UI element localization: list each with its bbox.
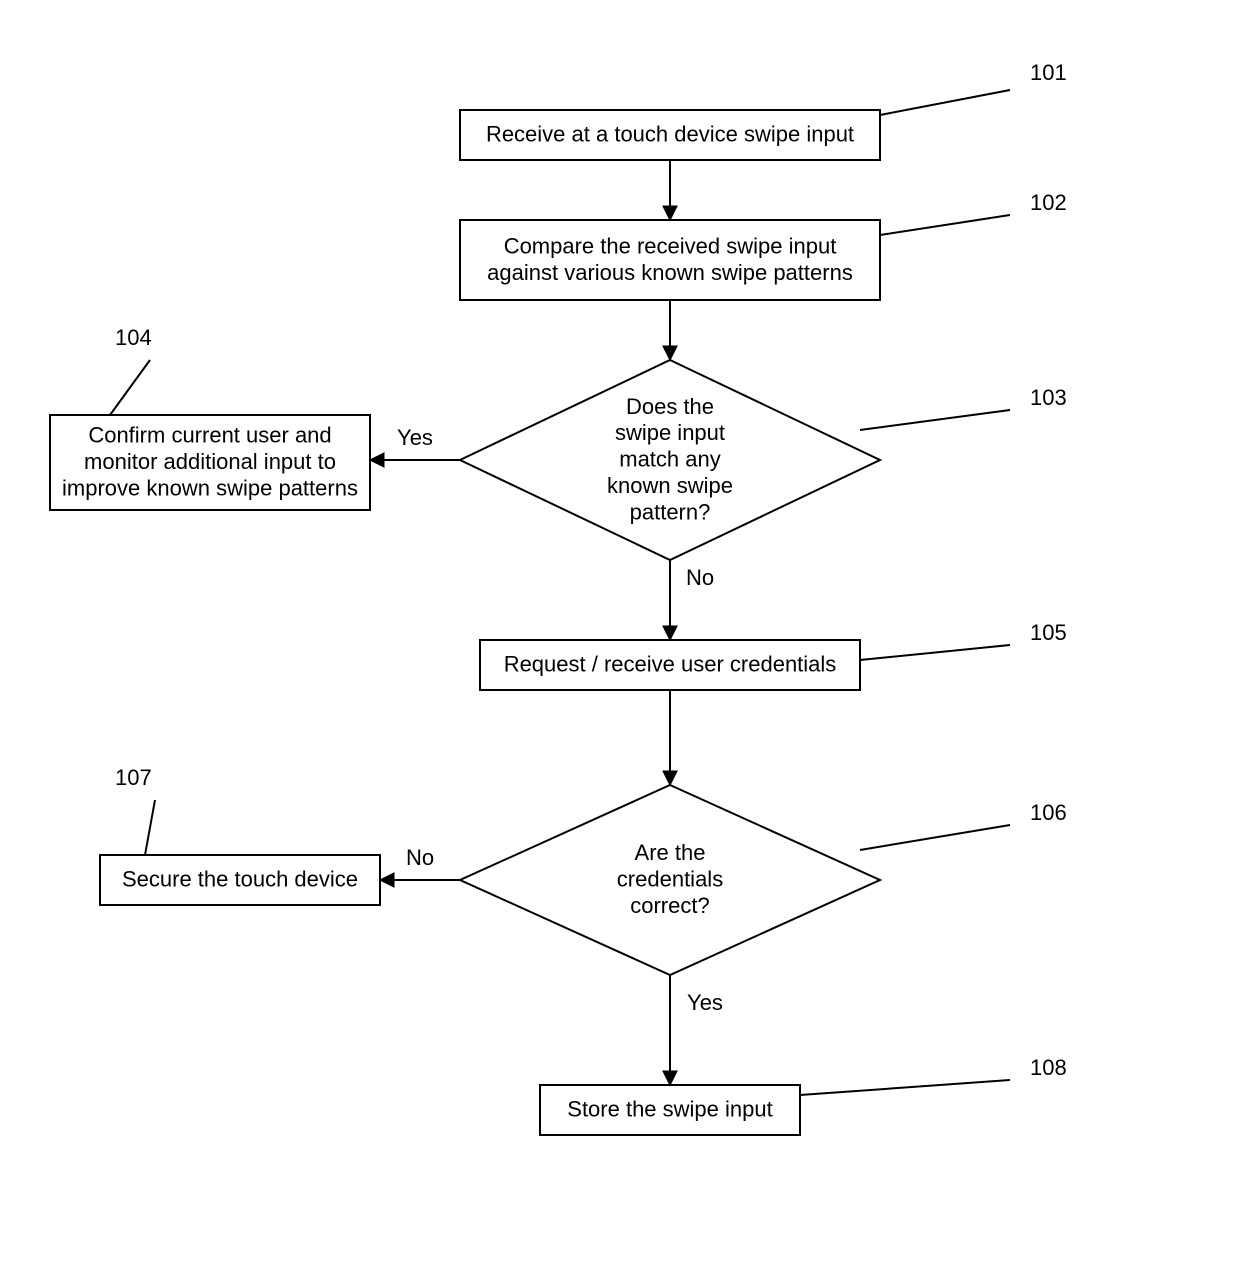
nodes.n101-line-0: Receive at a touch device swipe input <box>486 122 854 147</box>
edge-label-e6: No <box>406 845 434 870</box>
ref-line-r101 <box>880 90 1010 115</box>
ref-line-r103 <box>860 410 1010 430</box>
nodes.n104-line-1: monitor additional input to <box>84 449 336 474</box>
edge-label-e7: Yes <box>687 990 723 1015</box>
ref-line-r105 <box>860 645 1010 660</box>
ref-label-r108: 108 <box>1030 1055 1067 1080</box>
nodes.n106-line-2: correct? <box>630 893 709 918</box>
node-n105: Request / receive user credentials <box>480 640 860 690</box>
node-n102: Compare the received swipe inputagainst … <box>460 220 880 300</box>
nodes.n104-line-0: Confirm current user and <box>88 423 331 448</box>
node-n107: Secure the touch device <box>100 855 380 905</box>
ref-line-r107 <box>145 800 155 855</box>
nodes.n106-line-0: Are the <box>635 840 706 865</box>
nodes.n103-line-0: Does the <box>626 394 714 419</box>
ref-line-r106 <box>860 825 1010 850</box>
edge-label-e4: No <box>686 565 714 590</box>
nodes.n102-line-0: Compare the received swipe input <box>504 233 837 258</box>
ref-line-r104 <box>110 360 150 415</box>
nodes.n103-line-1: swipe input <box>615 420 725 445</box>
node-n101: Receive at a touch device swipe input <box>460 110 880 160</box>
nodes.n108-line-0: Store the swipe input <box>567 1097 772 1122</box>
ref-line-r102 <box>880 215 1010 235</box>
ref-label-r107: 107 <box>115 765 152 790</box>
nodes.n105-line-0: Request / receive user credentials <box>504 652 837 677</box>
nodes.n103-line-3: known swipe <box>607 473 733 498</box>
edge-label-e3: Yes <box>397 425 433 450</box>
ref-label-r101: 101 <box>1030 60 1067 85</box>
ref-label-r106: 106 <box>1030 800 1067 825</box>
ref-label-r103: 103 <box>1030 385 1067 410</box>
nodes.n106-line-1: credentials <box>617 867 723 892</box>
nodes.n104-line-2: improve known swipe patterns <box>62 476 358 501</box>
node-n104: Confirm current user andmonitor addition… <box>50 415 370 510</box>
node-n106: Are thecredentialscorrect? <box>460 785 880 975</box>
ref-label-r104: 104 <box>115 325 152 350</box>
ref-label-r102: 102 <box>1030 190 1067 215</box>
ref-label-r105: 105 <box>1030 620 1067 645</box>
node-n103: Does theswipe inputmatch anyknown swipep… <box>460 360 880 560</box>
flowchart: Receive at a touch device swipe input Com… <box>0 0 1240 1277</box>
nodes.n107-line-0: Secure the touch device <box>122 867 358 892</box>
ref-line-r108 <box>800 1080 1010 1095</box>
nodes.n103-line-4: pattern? <box>630 499 711 524</box>
node-n108: Store the swipe input <box>540 1085 800 1135</box>
nodes.n103-line-2: match any <box>619 447 721 472</box>
nodes.n102-line-1: against various known swipe patterns <box>487 260 853 285</box>
